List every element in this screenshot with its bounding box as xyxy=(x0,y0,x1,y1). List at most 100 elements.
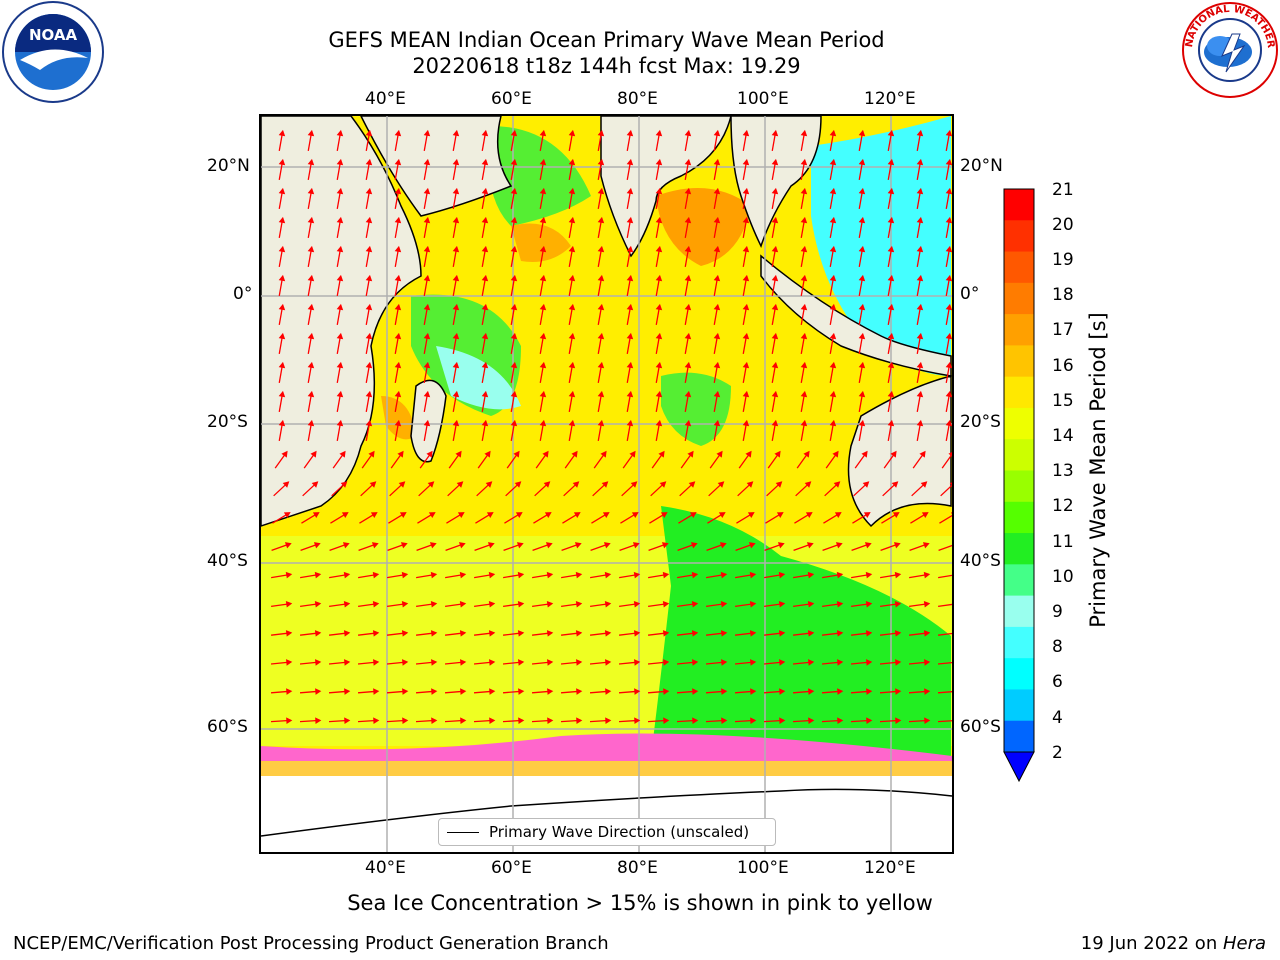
wave-arrow-head xyxy=(778,600,786,608)
wave-arrow-head xyxy=(945,187,952,195)
graticule xyxy=(261,116,952,852)
wave-arrow-head xyxy=(431,688,438,695)
wave-period-map xyxy=(259,114,954,854)
wave-arrow-head xyxy=(315,688,322,695)
wave-arrow-head xyxy=(343,571,351,579)
colorbar-segment xyxy=(1004,314,1034,346)
green-zone-southeast xyxy=(651,506,951,756)
wave-arrow-head xyxy=(858,274,866,282)
wave-arrow-head xyxy=(945,274,952,282)
wave-arrow-head xyxy=(452,303,460,311)
wave-arrow-head xyxy=(286,717,293,724)
wave-arrow-head xyxy=(655,419,663,427)
wave-arrow-head xyxy=(800,419,808,427)
wave-arrow-head xyxy=(423,158,431,166)
wave-arrow-shaft xyxy=(937,691,952,694)
wave-arrow-head xyxy=(923,630,931,637)
wave-arrow-head xyxy=(488,571,496,579)
wave-arrow-head xyxy=(402,717,409,724)
wave-arrow-head xyxy=(865,571,873,579)
wave-arrow-head xyxy=(452,216,460,224)
wave-arrow-head xyxy=(713,274,721,282)
x-tick-bottom-100e: 100°E xyxy=(737,858,789,878)
wave-arrow-head xyxy=(423,419,431,427)
wave-arrow-head xyxy=(314,630,322,637)
wave-arrow-head xyxy=(568,303,576,311)
wave-arrow-head xyxy=(314,600,322,608)
wave-arrow-head xyxy=(776,512,784,519)
wave-arrow-head xyxy=(604,659,612,666)
x-tick-top-80e: 80°E xyxy=(617,89,658,109)
x-tick-top-100e: 100°E xyxy=(737,89,789,109)
wave-arrow-head xyxy=(887,187,895,195)
land-madagascar xyxy=(410,379,447,463)
wave-arrow-head xyxy=(630,481,638,488)
wave-arrow-head xyxy=(282,481,290,488)
wave-arrow-head xyxy=(365,245,373,253)
wave-arrow-head xyxy=(655,361,663,369)
wave-arrow-head xyxy=(339,450,346,458)
wave-arrow-head xyxy=(747,512,755,519)
wave-arrow-head xyxy=(394,158,402,166)
wave-arrow-head xyxy=(771,332,779,340)
wave-arrow-head xyxy=(684,129,692,137)
wave-arrow-head xyxy=(632,542,640,549)
wave-arrow-head xyxy=(285,659,293,666)
wave-arrow-head xyxy=(861,450,868,458)
wave-arrow-head xyxy=(372,600,380,608)
wave-arrow-head xyxy=(568,390,576,398)
green-zone-arabian xyxy=(488,126,591,226)
wave-arrow-head xyxy=(945,303,952,311)
wave-arrow-head xyxy=(626,158,634,166)
map-legend: Primary Wave Direction (unscaled) xyxy=(438,818,776,846)
wave-arrow-head xyxy=(568,158,576,166)
wave-arrow-head xyxy=(713,332,721,340)
wave-arrow-head xyxy=(721,717,728,724)
wave-arrow-head xyxy=(597,303,605,311)
wave-arrow-head xyxy=(575,659,583,666)
wave-arrow-head xyxy=(313,542,321,549)
x-tick-top-120e: 120°E xyxy=(864,89,916,109)
wave-arrow-head xyxy=(539,303,547,311)
wave-arrow-head xyxy=(800,158,808,166)
colorbar-tick-16: 16 xyxy=(1052,356,1074,376)
colorbar-segment xyxy=(1004,689,1034,722)
wave-arrow-head xyxy=(800,129,808,137)
wave-arrow-head xyxy=(481,419,489,427)
green-zone-central xyxy=(661,372,731,446)
wave-arrow-head xyxy=(481,274,489,282)
wave-arrow-head xyxy=(631,512,639,519)
wave-arrow-head xyxy=(829,361,837,369)
colorbar-segment xyxy=(1004,564,1034,597)
wave-arrow-head xyxy=(829,332,837,340)
wave-arrow-head xyxy=(924,717,931,724)
wave-arrow-head xyxy=(836,659,844,666)
wave-arrow-head xyxy=(518,717,525,724)
wave-arrow-head xyxy=(452,332,460,340)
wave-arrow-head xyxy=(919,450,926,458)
wave-arrow-head xyxy=(510,129,518,137)
wave-arrow-head xyxy=(398,481,406,488)
wave-arrow-head xyxy=(659,481,667,488)
wave-arrow-head xyxy=(539,390,547,398)
wave-arrow-head xyxy=(365,303,373,311)
wave-arrow-head xyxy=(542,450,549,458)
wave-arrow-head xyxy=(713,187,721,195)
wave-arrow-head xyxy=(455,450,462,458)
wave-arrow-head xyxy=(887,419,895,427)
wave-arrow-head xyxy=(452,390,460,398)
wave-arrow-head xyxy=(547,688,554,695)
wave-arrow-head xyxy=(713,129,721,137)
wave-arrow-head xyxy=(800,274,808,282)
wave-arrow-head xyxy=(344,717,351,724)
y-tick-left-20n: 20°N xyxy=(207,156,250,176)
wave-arrow-head xyxy=(452,187,460,195)
wave-arrow-head xyxy=(684,187,692,195)
wave-arrow-head xyxy=(431,717,438,724)
wave-arrow-head xyxy=(336,245,344,253)
wave-arrow-head xyxy=(626,245,634,253)
wave-arrow-head xyxy=(285,571,293,579)
wave-arrow-head xyxy=(539,274,547,282)
wave-arrow-head xyxy=(568,129,576,137)
wave-arrow-head xyxy=(605,688,612,695)
